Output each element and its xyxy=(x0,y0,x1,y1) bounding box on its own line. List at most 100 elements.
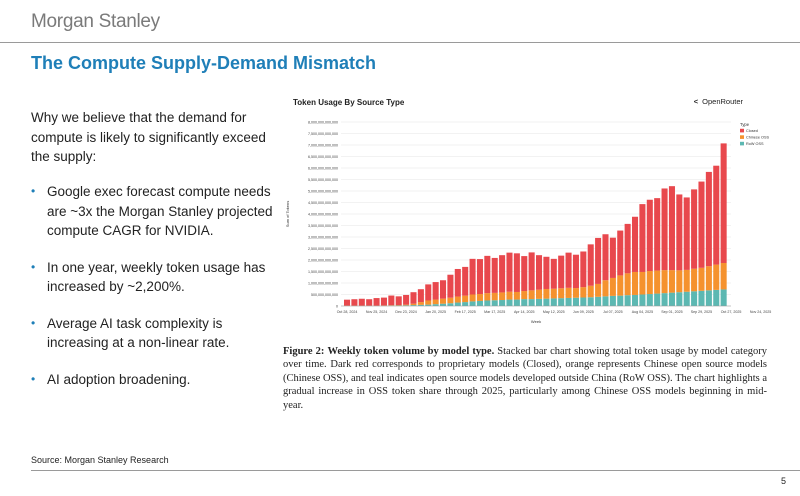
y-tick-label: 1,000,000,000,000 xyxy=(308,282,338,286)
bar-segment xyxy=(698,290,705,306)
y-tick-label: 1,500,000,000,000 xyxy=(308,270,338,274)
bar-segment xyxy=(698,181,705,268)
bar-segment xyxy=(447,274,454,298)
bar-segment xyxy=(691,291,698,306)
y-tick-label: 2,000,000,000,000 xyxy=(308,259,338,263)
bar-segment xyxy=(432,304,439,306)
bar-segment xyxy=(624,295,631,306)
x-tick-label: Jan 20, 2025 xyxy=(425,310,446,314)
bar-segment xyxy=(572,254,579,289)
legend-title: Type xyxy=(740,122,750,127)
bar-segment xyxy=(417,302,424,305)
bar-segment xyxy=(403,305,410,306)
bar-segment xyxy=(565,287,572,298)
bar-segment xyxy=(668,186,675,271)
bar-segment xyxy=(543,298,550,306)
bar-segment xyxy=(565,252,572,288)
bar-segment xyxy=(469,258,476,295)
bar-segment xyxy=(366,299,373,306)
bar-segment xyxy=(565,297,572,306)
bar-segment xyxy=(484,255,491,294)
bar-segment xyxy=(528,290,535,300)
chart-title: Token Usage By Source Type xyxy=(293,98,405,107)
bar-segment xyxy=(639,271,646,295)
y-tick-label: 3,000,000,000,000 xyxy=(308,236,338,240)
bar-segment xyxy=(454,268,461,297)
bar-segment xyxy=(373,298,380,306)
x-tick-label: Feb 17, 2025 xyxy=(455,310,476,314)
x-tick-label: Sep 01, 2025 xyxy=(661,310,682,314)
bar-segment xyxy=(403,304,410,306)
bar-segment xyxy=(691,189,698,269)
bar-segment xyxy=(713,165,720,265)
x-tick-label: Dec 23, 2024 xyxy=(395,310,416,314)
y-tick-label: 4,000,000,000,000 xyxy=(308,213,338,217)
bar-segment xyxy=(683,269,690,292)
bar-segment xyxy=(587,285,594,298)
bar-segment xyxy=(713,289,720,306)
x-tick-label: Oct 28, 2024 xyxy=(337,310,358,314)
y-tick-label: 6,000,000,000,000 xyxy=(308,167,338,171)
y-tick-label: 8,000,000,000,000 xyxy=(308,121,338,125)
bar-segment xyxy=(676,292,683,306)
bar-segment xyxy=(403,294,410,305)
bar-segment xyxy=(587,297,594,306)
bar-segment xyxy=(543,288,550,299)
source-note: Source: Morgan Stanley Research xyxy=(31,455,169,465)
x-tick-label: May 12, 2025 xyxy=(543,310,565,314)
x-tick-label: Jul 07, 2025 xyxy=(603,310,623,314)
bar-segment xyxy=(432,282,439,300)
y-tick-label: 5,500,000,000,000 xyxy=(308,178,338,182)
openrouter-brand: < OpenRouter xyxy=(693,97,743,106)
bar-segment xyxy=(617,275,624,296)
bar-segment xyxy=(550,298,557,306)
stacked-bar-chart: 0 500,000,000,000 1,000,000,000,000 1,500,0… xyxy=(285,121,771,325)
bar-segment xyxy=(632,216,639,272)
bar-segment xyxy=(536,255,543,290)
bar-segment xyxy=(602,234,609,281)
legend-label: Closed xyxy=(746,129,758,133)
bar-segment xyxy=(425,284,432,301)
y-tick-label: 7,500,000,000,000 xyxy=(308,132,338,136)
bar-segment xyxy=(410,292,417,304)
bar-segment xyxy=(646,294,653,306)
bar-segment xyxy=(528,299,535,306)
bullet-item: • Average AI task complexity is increasin… xyxy=(31,315,230,351)
x-tick-label: Apr 14, 2025 xyxy=(514,310,535,314)
bar-segment xyxy=(558,255,565,289)
bar-segment xyxy=(425,304,432,306)
bar-segment xyxy=(491,257,498,293)
bar-segment xyxy=(506,252,513,292)
bar-segment xyxy=(580,287,587,298)
bullet-item: • AI adoption broadening. xyxy=(31,370,276,390)
bar-segment xyxy=(617,230,624,276)
bar-segment xyxy=(388,295,395,306)
bar-segment xyxy=(639,294,646,306)
bar-segment xyxy=(484,300,491,306)
bar-segment xyxy=(595,237,602,284)
bar-segment xyxy=(491,300,498,306)
x-tick-label: Mar 17, 2025 xyxy=(484,310,505,314)
legend-swatch xyxy=(740,135,744,139)
y-tick-label: 5,000,000,000,000 xyxy=(308,190,338,194)
bar-segment xyxy=(506,291,513,300)
bar-segment xyxy=(550,288,557,299)
legend-swatch xyxy=(740,141,744,146)
bar-segment xyxy=(417,289,424,303)
bar-segment xyxy=(454,296,461,303)
x-axis-label: Week xyxy=(531,319,541,324)
bar-segment xyxy=(676,270,683,293)
intro-paragraph: Why we believe that the demand for compu… xyxy=(31,110,266,164)
bullet-list: • Google exec forecast compute needs are … xyxy=(31,182,276,406)
bar-segment xyxy=(521,256,528,292)
bar-segment xyxy=(462,302,469,306)
bar-segment xyxy=(521,299,528,306)
bar-segment xyxy=(425,300,432,305)
bar-segment xyxy=(632,294,639,306)
bar-segment xyxy=(513,253,520,292)
bar-segment xyxy=(624,273,631,296)
x-tick-label: Aug 04, 2025 xyxy=(632,310,653,314)
bar-segment xyxy=(668,270,675,293)
bar-segment xyxy=(683,291,690,306)
y-tick-label: 2,500,000,000,000 xyxy=(308,247,338,251)
